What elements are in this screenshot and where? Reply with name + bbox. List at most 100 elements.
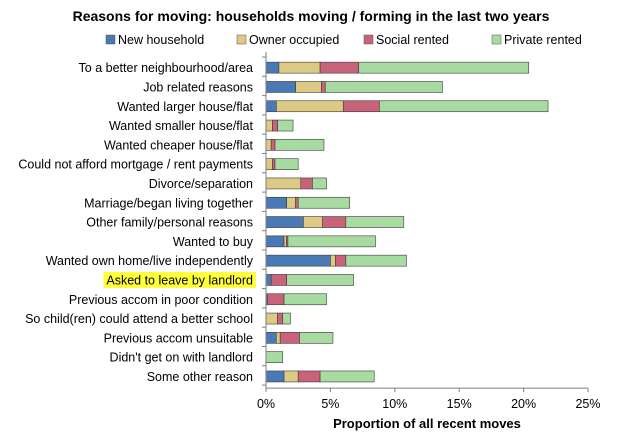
bar-segment-to-a-better-neighbourhood-area-owner-occupied: [278, 61, 321, 74]
bar-segment-wanted-own-home-live-independently-new-household: [265, 254, 331, 267]
bar-segment-wanted-larger-house-flat-social-rented: [342, 100, 380, 113]
bar-segment-wanted-own-home-live-independently-social-rented: [335, 254, 347, 267]
legend-label-private-rented: Private rented: [504, 33, 582, 47]
bar-segment-wanted-own-home-live-independently-private-rented: [345, 254, 407, 267]
bar-segment-divorce-separation-owner-occupied: [265, 177, 302, 190]
bar-segment-some-other-reason-owner-occupied: [283, 370, 299, 383]
x-tick-label-5: 5%: [321, 397, 339, 411]
bar-segment-so-child-ren-could-attend-a-better-school-private-rented: [282, 312, 291, 325]
bar-segment-job-related-reasons-owner-occupied: [295, 81, 322, 93]
bar-segment-other-family-personal-reasons-new-household: [265, 216, 304, 228]
x-tick-label-15: 15%: [447, 397, 472, 411]
bar-segment-asked-to-leave-by-landlord-social-rented: [270, 274, 287, 286]
bar-segment-wanted-to-buy-owner-occupied: [283, 235, 287, 248]
bar-segment-so-child-ren-could-attend-a-better-school-owner-occupied: [265, 312, 278, 325]
bar-segment-asked-to-leave-by-landlord-private-rented: [286, 274, 354, 286]
x-tick-label-20: 20%: [511, 397, 536, 411]
category-label-so-child-ren-could-attend-a-better-school: So child(ren) could attend a better scho…: [25, 312, 253, 326]
bar-segment-wanted-smaller-house-flat-social-rented: [272, 119, 278, 132]
bar-segment-some-other-reason-private-rented: [319, 370, 375, 383]
bar-segment-so-child-ren-could-attend-a-better-school-social-rented: [277, 312, 284, 325]
category-label-wanted-own-home-live-independently: Wanted own home/live independently: [46, 254, 254, 268]
legend-item-private-rented: Private rented: [491, 33, 582, 47]
legend-swatch-social-rented: [363, 34, 374, 45]
bar-segment-could-not-afford-mortgage-rent-payments-owner-occupied: [265, 158, 273, 170]
bar-segment-wanted-own-home-live-independently-owner-occupied: [330, 254, 336, 267]
bar-segment-marriage-began-living-together-private-rented: [297, 196, 351, 209]
highlight-layer: [103, 271, 256, 288]
legend-label-social-rented: Social rented: [376, 33, 449, 47]
category-label-asked-to-leave-by-landlord: Asked to leave by landlord: [106, 273, 253, 287]
legend: New household Owner occupied Social rented…: [105, 33, 582, 47]
legend-item-owner-occupied: Owner occupied: [236, 33, 339, 47]
bar-segment-some-other-reason-social-rented: [297, 370, 321, 383]
bar-segment-other-family-personal-reasons-private-rented: [345, 216, 405, 228]
bar-segment-previous-accom-in-poor-condition-private-rented: [283, 293, 327, 306]
bar-segment-divorce-separation-private-rented: [312, 177, 327, 190]
bar-segment-wanted-smaller-house-flat-owner-occupied: [265, 119, 273, 132]
category-label-some-other-reason: Some other reason: [147, 370, 253, 384]
chart-title: Reasons for moving: households moving / …: [73, 8, 550, 24]
legend-swatch-owner-occupied: [236, 34, 247, 45]
legend-swatch-new-household: [105, 34, 116, 45]
bar-segment-wanted-cheaper-house-flat-private-rented: [274, 139, 325, 151]
category-label-marriage-began-living-together: Marriage/began living together: [84, 196, 253, 210]
bar-segment-didn-t-get-on-with-landlord-private-rented: [265, 351, 284, 363]
bar-segment-wanted-cheaper-house-flat-social-rented: [270, 139, 276, 151]
bar-segment-previous-accom-unsuitable-private-rented: [299, 332, 334, 344]
legend-label-new-household: New household: [118, 33, 204, 47]
bar-segment-some-other-reason-new-household: [265, 370, 285, 383]
bar-segment-job-related-reasons-social-rented: [321, 81, 326, 93]
bar-segment-wanted-larger-house-flat-new-household: [265, 100, 277, 113]
bar-segment-wanted-larger-house-flat-private-rented: [379, 100, 549, 113]
category-label-previous-accom-in-poor-condition: Previous accom in poor condition: [69, 293, 253, 307]
category-label-job-related-reasons: Job related reasons: [143, 80, 253, 94]
bar-segment-divorce-separation-social-rented: [300, 177, 313, 190]
category-label-to-a-better-neighbourhood-area: To a better neighbourhood/area: [79, 61, 253, 75]
category-highlight: [103, 271, 256, 288]
bar-segment-to-a-better-neighbourhood-area-private-rented: [358, 61, 530, 74]
bars-layer: [265, 61, 549, 383]
bar-segment-wanted-cheaper-house-flat-owner-occupied: [265, 139, 272, 151]
bar-segment-to-a-better-neighbourhood-area-new-household: [265, 61, 280, 74]
bar-segment-previous-accom-unsuitable-new-household: [265, 332, 277, 344]
legend-swatch-private-rented: [491, 34, 502, 45]
x-axis-title: Proportion of all recent moves: [333, 416, 521, 431]
bar-segment-could-not-afford-mortgage-rent-payments-private-rented: [274, 158, 299, 170]
bar-segment-marriage-began-living-together-new-household: [265, 196, 287, 209]
bar-segment-wanted-to-buy-new-household: [265, 235, 285, 248]
bar-segment-job-related-reasons-new-household: [265, 81, 296, 93]
legend-item-new-household: New household: [105, 33, 204, 47]
bar-segment-marriage-began-living-together-social-rented: [295, 196, 299, 209]
category-label-divorce-separation: Divorce/separation: [149, 177, 253, 191]
category-label-wanted-cheaper-house-flat: Wanted cheaper house/flat: [104, 138, 253, 152]
category-label-wanted-to-buy: Wanted to buy: [173, 235, 254, 249]
legend-label-owner-occupied: Owner occupied: [249, 33, 339, 47]
bar-segment-previous-accom-unsuitable-owner-occupied: [276, 332, 281, 344]
x-tick-label-10: 10%: [382, 397, 407, 411]
category-label-previous-accom-unsuitable: Previous accom unsuitable: [104, 331, 253, 345]
bar-segment-asked-to-leave-by-landlord-new-household: [265, 274, 272, 286]
bar-segment-other-family-personal-reasons-social-rented: [322, 216, 347, 228]
bar-segment-job-related-reasons-private-rented: [324, 81, 443, 93]
axes: 0% 5% 10% 15% 20% 25%: [257, 52, 601, 411]
bar-segment-other-family-personal-reasons-owner-occupied: [303, 216, 323, 228]
bar-segment-wanted-smaller-house-flat-private-rented: [277, 119, 294, 132]
bar-segment-marriage-began-living-together-owner-occupied: [286, 196, 296, 209]
category-label-other-family-personal-reasons: Other family/personal reasons: [86, 216, 253, 230]
legend-item-social-rented: Social rented: [363, 33, 449, 47]
x-tick-label-0: 0%: [257, 397, 275, 411]
category-label-could-not-afford-mortgage-rent-payments: Could not afford mortgage / rent payment…: [18, 158, 253, 172]
bar-segment-to-a-better-neighbourhood-area-social-rented: [319, 61, 360, 74]
bar-segment-previous-accom-unsuitable-social-rented: [279, 332, 300, 344]
bar-segment-wanted-to-buy-private-rented: [287, 235, 376, 248]
category-label-wanted-smaller-house-flat: Wanted smaller house/flat: [109, 119, 254, 133]
x-tick-label-25: 25%: [575, 397, 600, 411]
bar-segment-could-not-afford-mortgage-rent-payments-social-rented: [272, 158, 276, 170]
category-label-wanted-larger-house-flat: Wanted larger house/flat: [117, 100, 253, 114]
bar-segment-previous-accom-in-poor-condition-social-rented: [266, 293, 285, 306]
category-labels: To a better neighbourhood/area Job relate…: [18, 61, 253, 384]
bar-segment-wanted-larger-house-flat-owner-occupied: [276, 100, 344, 113]
